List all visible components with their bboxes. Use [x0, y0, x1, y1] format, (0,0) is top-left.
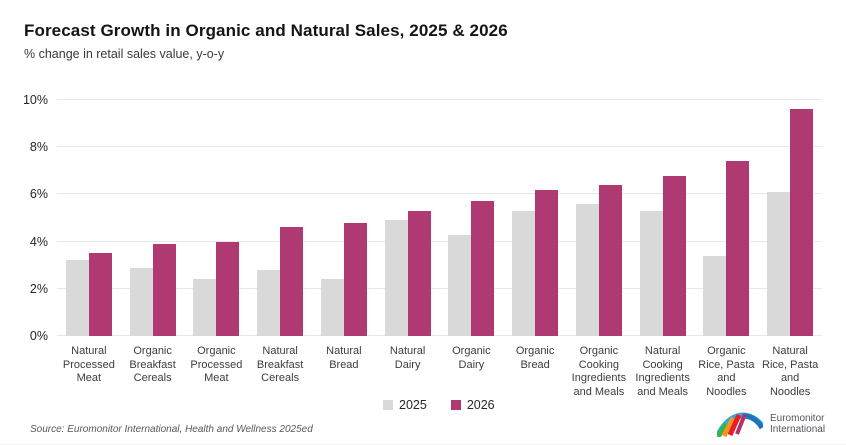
x-axis-labels: Natural Processed Meat Organic Breakfast …: [57, 345, 822, 399]
y-axis-tick-label: 8%: [29, 140, 48, 155]
category-label: Natural Processed Meat: [62, 345, 115, 384]
bar-group: [695, 100, 759, 336]
bar-2026: [471, 201, 495, 336]
bar-group: [121, 100, 185, 336]
bar-2026: [216, 241, 240, 336]
bar-2025: [257, 269, 281, 336]
bar-2026: [790, 109, 814, 336]
category-label: Organic Cooking Ingredients and Meals: [571, 345, 627, 398]
y-axis-tick-label: 6%: [29, 187, 48, 202]
gridline: [57, 99, 822, 100]
category-label: Natural Bread: [326, 345, 362, 371]
bar-2025: [320, 279, 344, 336]
bar-2026: [535, 189, 559, 336]
bar-2025: [384, 220, 408, 336]
bar-group: [185, 100, 249, 336]
bar-2025: [575, 203, 599, 336]
category-label: Natural Dairy: [389, 345, 426, 371]
bar-2026: [152, 243, 176, 336]
bar-group: [631, 100, 695, 336]
euromonitor-logo-text: Euromonitor International: [770, 413, 825, 435]
category-label: Organic Dairy: [452, 345, 491, 371]
category-label: Organic Processed Meat: [190, 345, 243, 384]
gridline: [57, 146, 822, 148]
legend-label: 2026: [466, 398, 495, 412]
bar-2026: [343, 222, 367, 336]
bar-2025: [639, 210, 663, 336]
y-axis-tick-label: 4%: [29, 234, 48, 249]
bar-group: [376, 100, 440, 336]
bar-2026: [88, 253, 112, 336]
bar-group: [440, 100, 504, 336]
bar-group: [312, 100, 376, 336]
bar-2025: [129, 267, 153, 336]
euromonitor-swoosh-icon: [717, 412, 763, 437]
bar-group: [57, 100, 121, 336]
bar-group: [758, 100, 822, 336]
bar-2025: [703, 255, 727, 336]
bar-2025: [512, 210, 536, 336]
bar-2025: [65, 260, 89, 336]
category-label: Organic Breakfast Cereals: [129, 345, 176, 384]
category-label: Natural Cooking Ingredients and Meals: [635, 345, 690, 398]
legend-swatch: [450, 400, 461, 410]
bar-chart-plot-area: 0% 2% 4% 6% 8% 10% Natural Processed Meat Orga…: [23, 93, 822, 398]
bar-2026: [598, 184, 622, 336]
euromonitor-logo: Euromonitor International: [717, 411, 825, 437]
gridline: [57, 335, 822, 336]
y-axis-tick-label: 2%: [29, 281, 48, 296]
bar-2026: [407, 210, 431, 336]
bar-2026: [662, 175, 686, 336]
gridline: [57, 287, 822, 289]
legend-item-2026: 2026: [450, 398, 495, 412]
legend-label: 2025: [399, 398, 427, 412]
bar-group: [567, 100, 631, 336]
bar-group: [503, 100, 567, 336]
chart-title: Forecast Growth in Organic and Natural S…: [24, 21, 508, 40]
category-label: Natural Rice, Pasta and Noodles: [762, 345, 819, 398]
bar-2026: [726, 161, 750, 336]
legend-item-2025: 2025: [383, 398, 427, 412]
bar-2025: [767, 192, 791, 336]
chart-legend: 2025 2026: [383, 398, 495, 412]
category-label: Organic Rice, Pasta and Noodles: [698, 345, 755, 398]
bar-2025: [448, 234, 472, 336]
gridline: [57, 193, 822, 195]
logo-line-2: International: [770, 424, 826, 435]
legend-swatch: [383, 400, 393, 410]
source-note: Source: Euromonitor International, Healt…: [30, 424, 313, 435]
gridline: [57, 240, 822, 242]
y-axis-tick-label: 10%: [22, 93, 48, 107]
bar-2026: [280, 227, 304, 336]
y-axis-tick-label: 0%: [29, 329, 48, 343]
bar-2025: [193, 279, 217, 336]
chart-subtitle: % change in retail sales value, y-o-y: [24, 47, 225, 61]
bars-layer: [57, 100, 822, 336]
logo-line-1: Euromonitor: [770, 413, 825, 424]
bar-group: [248, 100, 312, 336]
category-label: Organic Bread: [515, 345, 555, 371]
category-label: Natural Breakfast Cereals: [256, 345, 304, 384]
